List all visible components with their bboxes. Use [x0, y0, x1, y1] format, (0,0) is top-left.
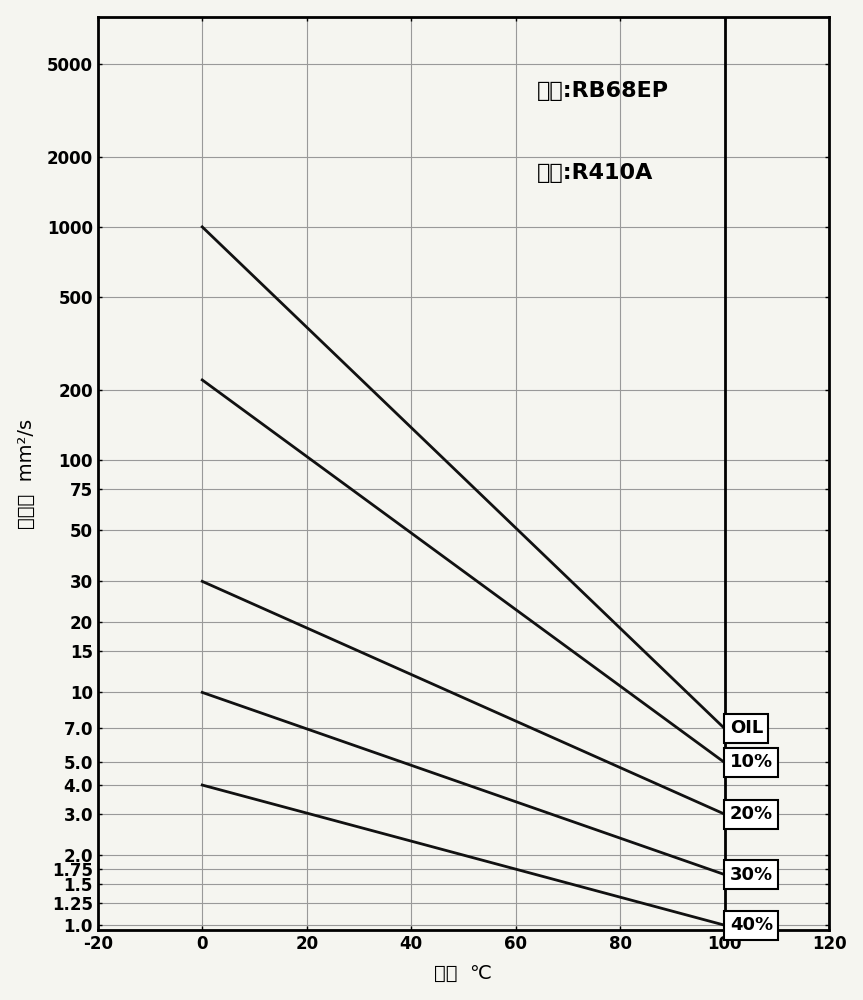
- X-axis label: 温度  ℃: 温度 ℃: [434, 964, 492, 983]
- Y-axis label: 动粘度  mm²/s: 动粘度 mm²/s: [16, 418, 35, 529]
- Text: 40%: 40%: [730, 916, 773, 934]
- Text: 冷媒:R410A: 冷媒:R410A: [537, 163, 653, 183]
- Text: 20%: 20%: [730, 805, 773, 823]
- Text: 10%: 10%: [730, 753, 773, 771]
- Text: 30%: 30%: [730, 866, 773, 884]
- Text: 试料:RB68EP: 试料:RB68EP: [537, 81, 669, 101]
- Text: OIL: OIL: [730, 719, 763, 737]
